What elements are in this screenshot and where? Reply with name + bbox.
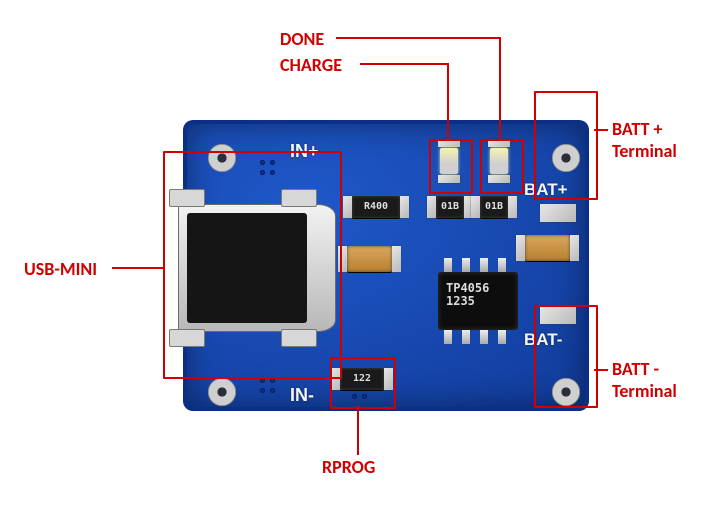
smd-pad (427, 196, 436, 218)
ic-pin (498, 258, 506, 272)
smd-marking: 01B (441, 202, 459, 212)
mounting-hole (206, 376, 238, 408)
silkscreen-text: IN- (290, 385, 314, 406)
diagram-stage: TP4056 1235 IN+IN-BAT+BAT-R40001B01B122D… (0, 0, 720, 520)
smd-pad (400, 196, 409, 218)
smd-pad (508, 196, 517, 218)
ic-pin (498, 330, 506, 344)
via (270, 388, 275, 393)
smd-pad (471, 196, 480, 218)
charge-led-box (429, 139, 473, 194)
d1: 01B (436, 196, 464, 218)
label-rprog: RPROG (322, 456, 375, 478)
ic-pin (480, 258, 488, 272)
cap-c2 (525, 235, 570, 261)
label-charge: CHARGE (280, 54, 342, 76)
label-done: DONE (280, 28, 324, 50)
ic-pin (480, 330, 488, 344)
d2: 01B (480, 196, 508, 218)
label-batt-minus: BATT - Terminal (612, 358, 677, 402)
smd-pad (392, 246, 401, 272)
tp4056-ic: TP4056 1235 (438, 272, 518, 330)
done-led-box (480, 139, 524, 194)
rprog-box (330, 357, 396, 409)
label-batt-plus: BATT + Terminal (612, 118, 677, 162)
cap-c1 (347, 246, 392, 272)
ic-marking: TP4056 1235 (446, 282, 489, 308)
label-usb: USB-MINI (24, 258, 97, 280)
solder-pad (540, 204, 576, 222)
usb-mini-box (163, 151, 342, 379)
smd-marking: 01B (485, 202, 503, 212)
ic-pin (444, 330, 452, 344)
smd-pad (516, 235, 525, 261)
batt-plus-box (534, 91, 598, 200)
smd-marking: R400 (364, 202, 388, 212)
ic-pin (444, 258, 452, 272)
smd-pad (343, 196, 352, 218)
ic-pin (462, 258, 470, 272)
ic-pin (462, 330, 470, 344)
smd-pad (570, 235, 579, 261)
batt-minus-box (534, 305, 598, 408)
r400: R400 (352, 196, 400, 218)
via (260, 388, 265, 393)
